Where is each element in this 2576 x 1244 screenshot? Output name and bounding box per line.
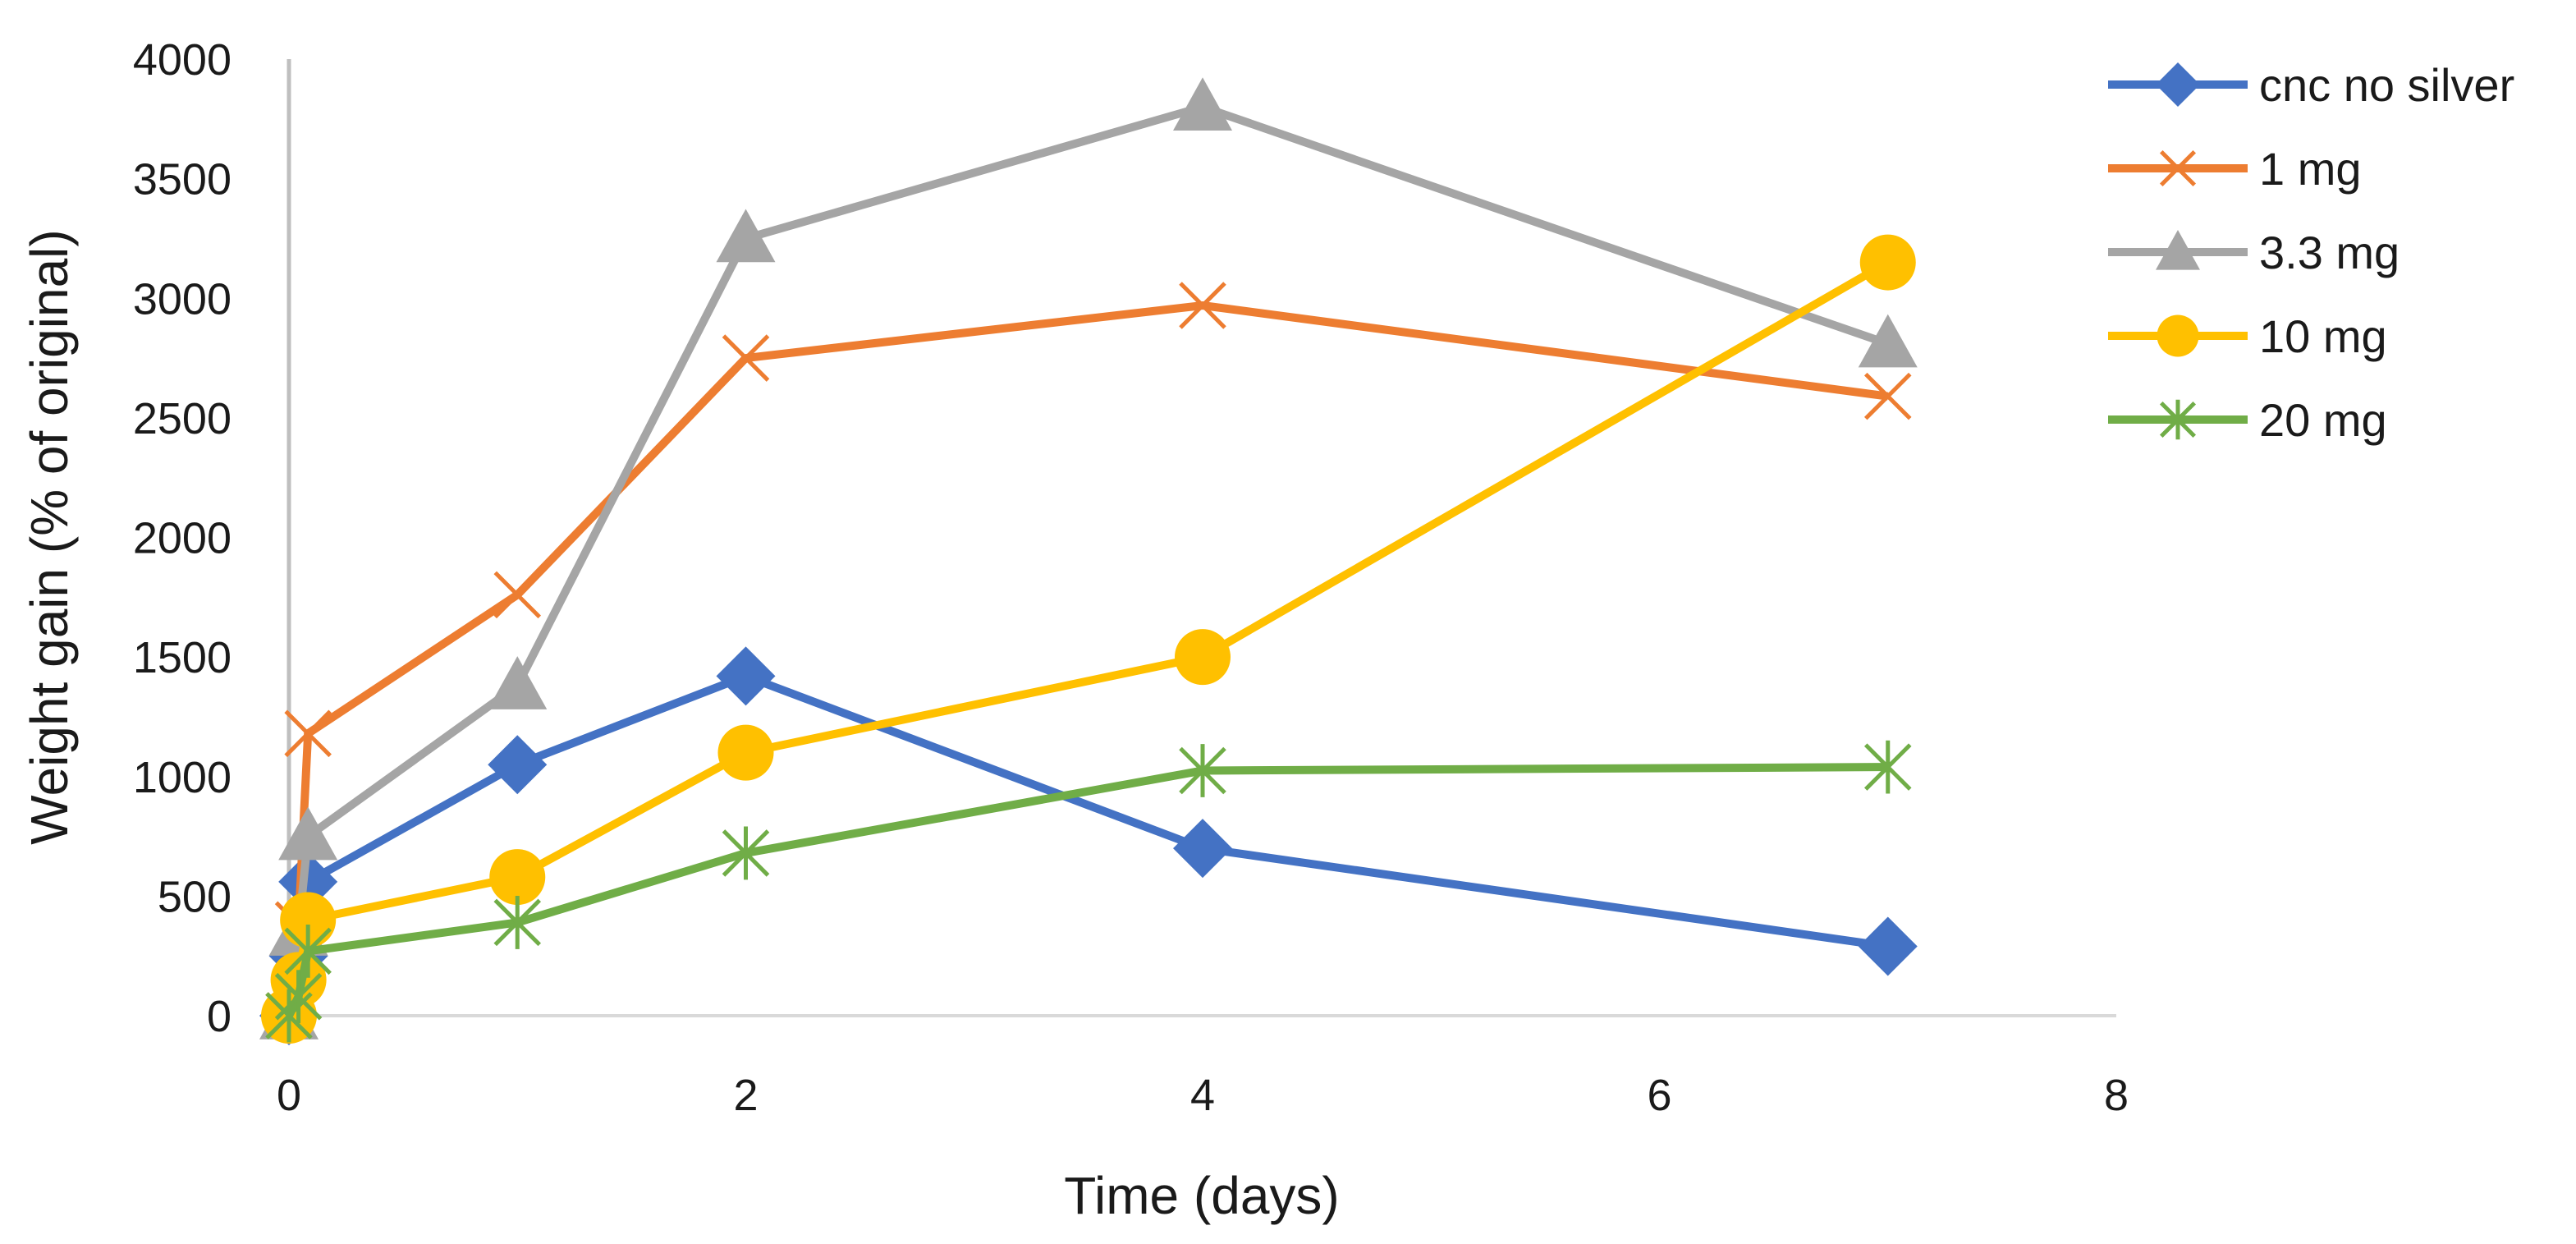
data-point-marker [489, 849, 546, 906]
data-point-marker [488, 656, 548, 709]
data-point-marker [1859, 234, 1916, 291]
series-line [285, 259, 1891, 1017]
legend-label: 1 mg [2259, 143, 2362, 195]
data-point-marker [1863, 740, 1912, 794]
y-tick-label: 4000 [133, 35, 231, 85]
data-point-marker [488, 735, 548, 795]
y-tick-label: 500 [158, 872, 231, 921]
data-point-marker [722, 826, 770, 880]
legend-swatch-marker [2156, 230, 2200, 270]
legend-item: cnc no silver [2108, 59, 2514, 111]
data-point-marker [1179, 282, 1226, 329]
data-point-marker [280, 892, 337, 948]
series-layer [259, 77, 1918, 1045]
series-line [285, 672, 1889, 1017]
y-tick-label: 3500 [133, 155, 231, 204]
data-point-marker [493, 571, 542, 619]
y-tick-label: 3000 [133, 274, 231, 324]
axes: 0 500 1000 1500 2000 2500 3000 3500 4000 0 2 4 6 8 [133, 35, 2129, 1120]
data-point-marker [1858, 314, 1918, 368]
data-point-marker [716, 209, 776, 263]
data-point-marker [1173, 77, 1232, 131]
legend-item: 10 mg [2108, 310, 2387, 362]
y-tick-label: 2000 [133, 514, 231, 563]
y-axis-title: Weight gain (% of original) [20, 229, 79, 844]
x-tick-label: 2 [733, 1071, 758, 1120]
data-point-marker [493, 896, 542, 949]
legend-item: 1 mg [2108, 143, 2362, 195]
legend-label: 3.3 mg [2259, 227, 2400, 278]
y-tick-label: 1500 [133, 633, 231, 682]
legend-swatch-marker [2159, 399, 2197, 440]
legend-label: 10 mg [2259, 310, 2387, 362]
y-tick-label: 2500 [133, 394, 231, 443]
x-tick-label: 8 [2104, 1071, 2129, 1120]
data-point-marker [1175, 629, 1231, 686]
data-point-marker [278, 806, 338, 861]
legend-swatch-marker [2156, 62, 2200, 107]
legend-swatch-marker [2157, 314, 2199, 357]
data-point-marker [284, 709, 332, 758]
x-tick-label: 4 [1190, 1071, 1215, 1120]
legend: cnc no silver 1 mg 3.3 mg 10 mg 20 mg [2108, 59, 2514, 446]
data-point-marker [716, 646, 776, 706]
data-point-marker [284, 924, 332, 978]
legend-item: 3.3 mg [2108, 227, 2400, 278]
data-point-marker [722, 334, 770, 382]
data-point-marker [1173, 819, 1232, 879]
x-axis-title: Time (days) [1064, 1166, 1339, 1225]
data-point-marker [717, 724, 774, 781]
legend-item: 20 mg [2108, 394, 2387, 446]
legend-label: cnc no silver [2259, 59, 2514, 111]
x-tick-label: 0 [277, 1071, 301, 1120]
x-tick-label: 6 [1647, 1071, 1671, 1120]
data-point-marker [1863, 372, 1912, 420]
y-tick-label: 1000 [133, 753, 231, 802]
y-tick-label: 0 [207, 992, 231, 1041]
legend-swatch-marker [2159, 149, 2197, 187]
legend-label: 20 mg [2259, 394, 2387, 446]
series-20-mg [265, 740, 1912, 1043]
data-point-marker [274, 970, 323, 1024]
data-point-marker [1179, 744, 1226, 797]
data-point-marker [1858, 916, 1918, 976]
